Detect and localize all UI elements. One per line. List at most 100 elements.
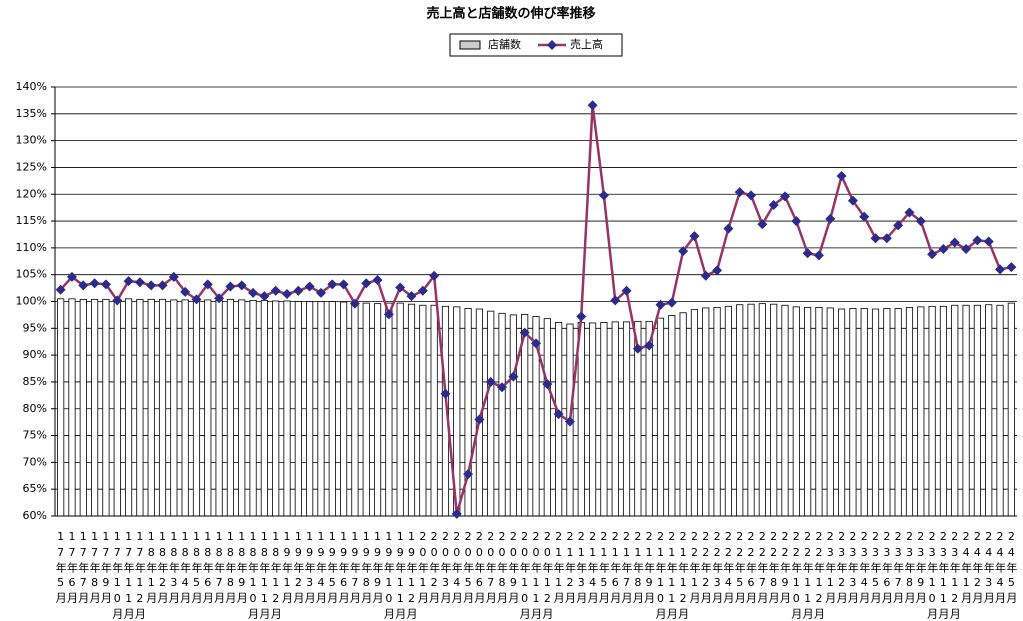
- x-tick-label: 17年12月: [133, 530, 146, 621]
- marker: [621, 285, 632, 296]
- bar: [226, 298, 234, 517]
- marker: [893, 220, 904, 231]
- x-tick-label: 22年5月: [733, 530, 746, 606]
- bar: [815, 306, 823, 517]
- bar: [249, 300, 257, 517]
- x-tick-label: 21年8月: [631, 530, 644, 606]
- x-tick-label: 22年2月: [699, 530, 712, 606]
- bar: [543, 318, 551, 517]
- marker: [304, 281, 315, 292]
- bar: [91, 298, 99, 517]
- x-tick-label: 24年4月: [994, 530, 1007, 606]
- bar: [294, 301, 302, 517]
- marker: [349, 298, 360, 309]
- marker: [983, 236, 994, 247]
- marker: [644, 340, 655, 351]
- x-tick-label: 24年2月: [971, 530, 984, 606]
- legend-swatch: [459, 40, 481, 50]
- x-tick-label: 21年11月: [665, 530, 678, 621]
- bar: [79, 298, 87, 517]
- bar: [622, 321, 631, 517]
- marker: [746, 190, 757, 201]
- bar: [430, 304, 438, 517]
- x-tick-label: 20年11月: [530, 530, 543, 621]
- marker: [372, 275, 383, 286]
- bar: [238, 299, 246, 517]
- bar: [487, 310, 495, 517]
- bar: [883, 308, 891, 517]
- marker: [417, 285, 428, 296]
- marker: [915, 216, 926, 227]
- x-tick-label: 24年3月: [982, 530, 995, 606]
- x-tick-label: 20年12月: [541, 530, 554, 621]
- x-tick-label: 19年4月: [314, 530, 327, 606]
- bar: [498, 312, 506, 517]
- x-tick-label: 22年3月: [711, 530, 724, 606]
- marker: [293, 285, 304, 296]
- bar: [136, 298, 144, 517]
- bar: [770, 303, 778, 517]
- marker: [995, 264, 1006, 275]
- x-tick-label: 20年9月: [507, 530, 520, 606]
- marker: [134, 277, 145, 288]
- marker: [825, 213, 836, 224]
- x-tick-label: 20年10月: [518, 530, 531, 621]
- marker: [587, 100, 598, 111]
- marker: [734, 187, 745, 198]
- marker: [315, 287, 326, 298]
- bar: [181, 299, 189, 517]
- x-tick-label: 17年6月: [65, 530, 78, 606]
- x-tick-label: 20年2月: [428, 530, 441, 606]
- marker: [666, 297, 677, 308]
- bar: [283, 300, 291, 517]
- x-tick-label: 18年8月: [224, 530, 237, 606]
- marker: [1006, 262, 1017, 273]
- marker: [859, 211, 870, 222]
- marker: [327, 279, 338, 290]
- x-tick-label: 20年8月: [496, 530, 509, 606]
- marker: [949, 237, 960, 248]
- marker: [678, 246, 689, 257]
- x-tick-label: 23年8月: [903, 530, 916, 606]
- x-tick-label: 22年12月: [812, 530, 825, 621]
- x-tick-label: 22年7月: [756, 530, 769, 606]
- y-tick-label: 85%: [23, 375, 47, 388]
- marker: [202, 279, 213, 290]
- bar: [826, 307, 834, 517]
- bar: [113, 298, 121, 517]
- x-tick-label: 18年1月: [145, 530, 158, 606]
- x-tick-label: 21年4月: [586, 530, 599, 606]
- x-tick-label: 23年11月: [937, 530, 950, 621]
- marker: [191, 294, 202, 305]
- marker: [146, 280, 157, 291]
- marker: [655, 299, 666, 310]
- bar: [962, 304, 970, 517]
- marker: [723, 223, 734, 234]
- x-tick-label: 22年6月: [745, 530, 758, 606]
- y-tick-label: 115%: [16, 214, 47, 227]
- bar: [849, 308, 857, 517]
- bar: [917, 306, 925, 517]
- y-tick-label: 140%: [16, 80, 47, 93]
- bar: [747, 303, 755, 517]
- marker: [813, 250, 824, 261]
- x-tick-label: 18年3月: [167, 530, 180, 606]
- marker: [768, 199, 779, 210]
- bar: [724, 305, 732, 517]
- bar: [781, 304, 789, 517]
- x-tick-label: 21年3月: [575, 530, 588, 606]
- marker: [836, 171, 847, 182]
- bar: [272, 300, 280, 517]
- x-tick-label: 22年1月: [688, 530, 701, 606]
- bar: [385, 302, 393, 517]
- x-tick-label: 20年7月: [484, 530, 497, 606]
- bar: [996, 304, 1004, 517]
- marker: [553, 409, 564, 420]
- x-tick-label: 19年9月: [371, 530, 384, 606]
- x-tick-label: 18年10月: [247, 530, 260, 621]
- bar: [939, 305, 948, 517]
- x-tick-label: 23年9月: [914, 530, 927, 606]
- marker: [259, 291, 270, 302]
- y-tick-label: 120%: [16, 187, 47, 200]
- marker: [802, 248, 813, 259]
